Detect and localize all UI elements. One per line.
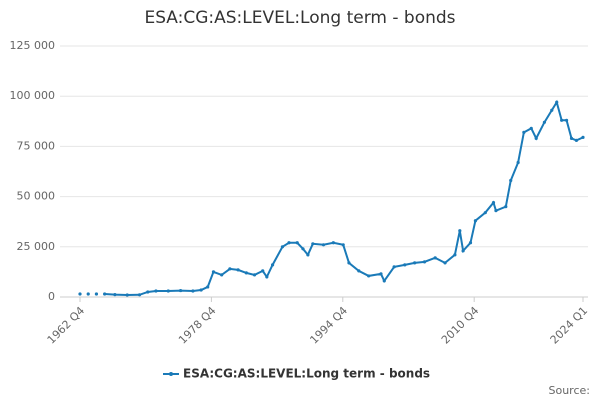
x-tick-label: 1962 Q4 (45, 304, 88, 347)
x-tick-label: 1994 Q4 (307, 304, 350, 347)
point (86, 292, 90, 296)
point (522, 130, 526, 134)
y-tick-label: 75 000 (17, 139, 56, 152)
source: Source: (549, 384, 591, 397)
point (509, 178, 513, 183)
y-tick-label: 125 000 (10, 39, 56, 52)
point (261, 269, 265, 273)
point (137, 293, 142, 297)
point (295, 241, 299, 245)
y-tick-label: 100 000 (10, 89, 56, 102)
point (461, 249, 465, 253)
point (491, 201, 496, 205)
point (125, 293, 129, 297)
point (560, 118, 564, 122)
point (236, 268, 240, 272)
point (220, 273, 224, 277)
series-line (104, 99, 584, 296)
point (534, 136, 538, 140)
point (569, 136, 574, 140)
point (113, 292, 117, 297)
point (311, 242, 315, 246)
point (94, 292, 99, 296)
point (433, 256, 437, 260)
point (270, 263, 275, 267)
point (252, 273, 257, 277)
point (206, 285, 210, 289)
point (78, 292, 82, 296)
point (191, 289, 195, 293)
y-tick-label: 25 000 (17, 240, 56, 253)
point (494, 209, 498, 213)
point (458, 229, 462, 233)
point (331, 241, 335, 245)
point (179, 288, 183, 293)
point (280, 245, 285, 249)
point (301, 247, 305, 251)
point (504, 205, 508, 209)
point (321, 243, 326, 247)
point (483, 211, 487, 215)
point (581, 135, 585, 139)
point (341, 243, 345, 247)
point (287, 241, 291, 245)
legend-label: ESA:CG:AS:LEVEL:Long term - bonds (183, 367, 430, 381)
point (453, 253, 457, 257)
x-tick-label: 2010 Q4 (439, 304, 482, 347)
point (564, 118, 569, 122)
point (146, 290, 150, 294)
point (103, 292, 107, 296)
x-tick-label: 1978 Q4 (176, 304, 219, 347)
x-tick-label: 2024 Q1 (548, 304, 591, 347)
point (542, 120, 547, 124)
point (413, 261, 417, 265)
point (379, 272, 383, 276)
point (367, 274, 371, 278)
point (529, 126, 533, 130)
point (422, 260, 427, 264)
point (473, 219, 478, 223)
point (574, 138, 579, 142)
point (306, 253, 310, 257)
y-tick-label: 50 000 (17, 190, 56, 203)
point (555, 100, 559, 104)
point (199, 288, 203, 292)
point (443, 261, 447, 265)
point (392, 265, 396, 269)
point (166, 289, 170, 293)
point (347, 261, 351, 265)
point (154, 289, 158, 293)
chart-title: ESA:CG:AS:LEVEL:Long term - bonds (144, 8, 455, 28)
point (228, 267, 232, 271)
point (403, 263, 407, 267)
legend-dot (169, 372, 173, 376)
point (550, 108, 554, 112)
y-tick-label: 0 (48, 290, 55, 303)
point (468, 241, 473, 245)
point (265, 275, 269, 279)
point (357, 269, 361, 273)
point (516, 160, 520, 165)
point (244, 271, 248, 275)
point (211, 270, 216, 274)
point (382, 279, 386, 283)
